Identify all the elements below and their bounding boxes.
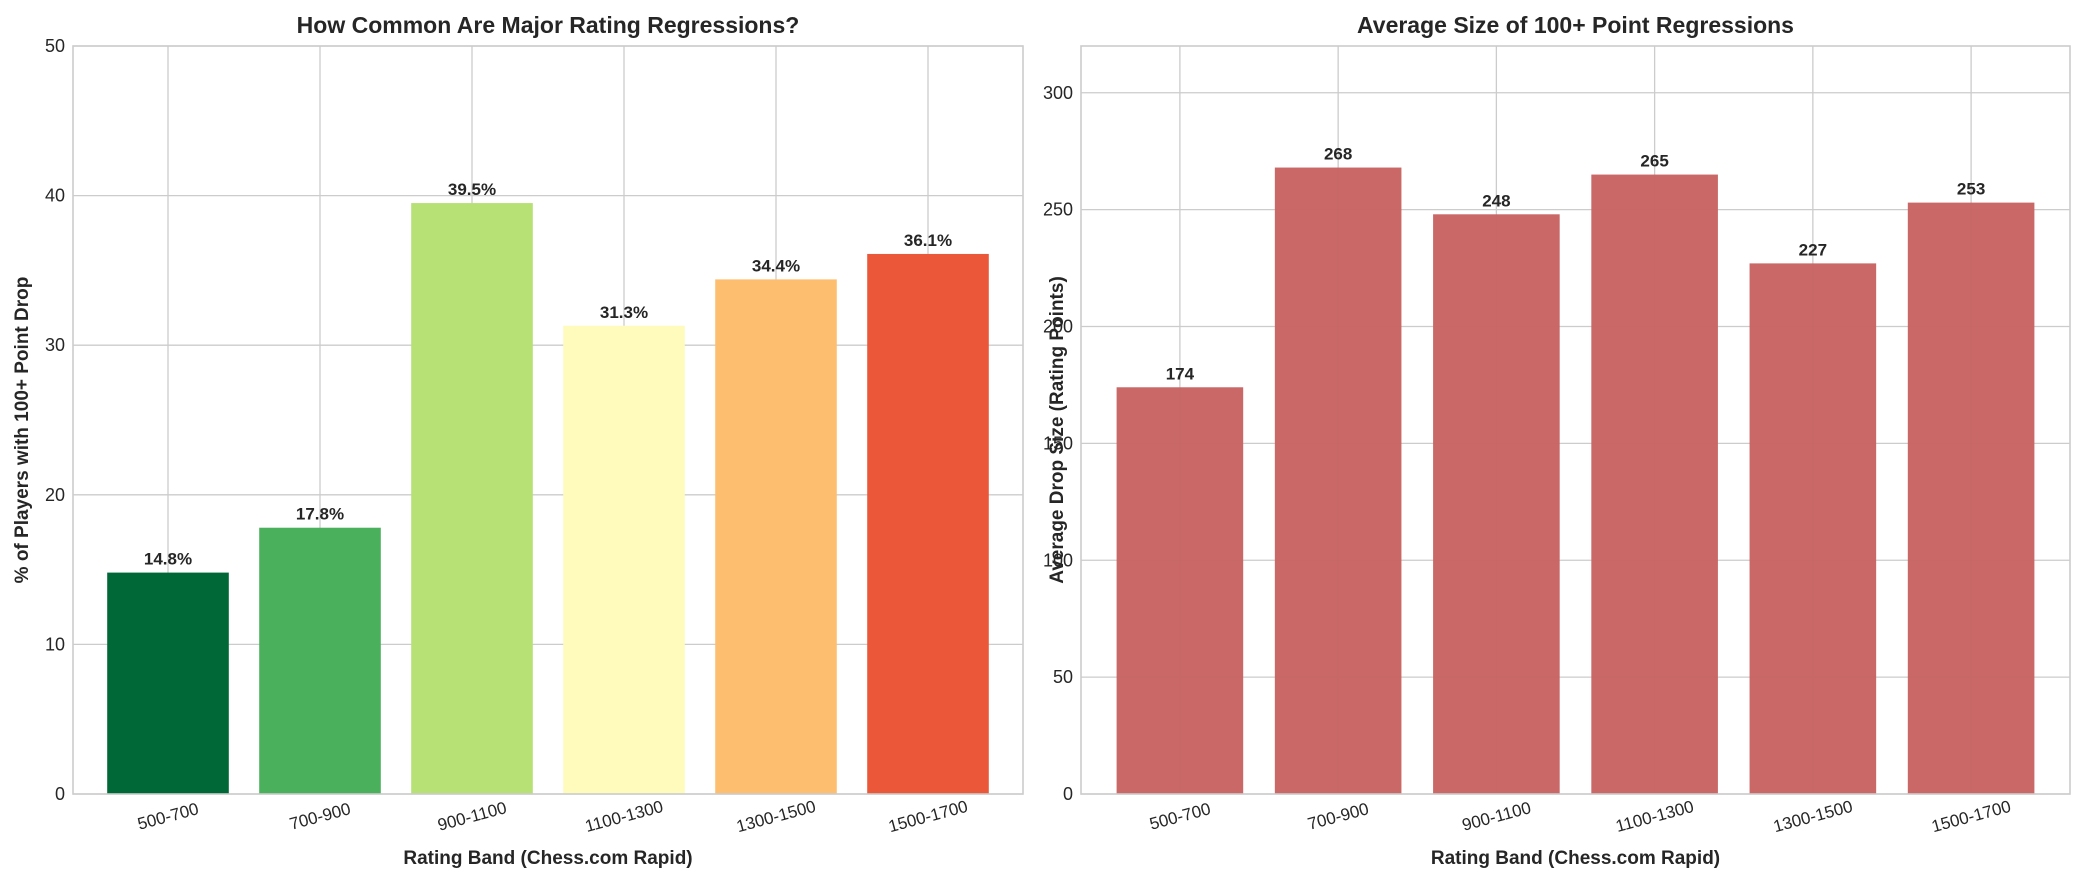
bar-500-700 — [1116, 387, 1244, 794]
bar-1500-1700 — [867, 253, 989, 795]
plot-frame — [1080, 45, 2071, 795]
y-axis-label: % of Players with 100+ Point Drop — [12, 277, 33, 584]
x-tick-label: 900-1100 — [1460, 798, 1533, 835]
bar-value-label: 253 — [1957, 180, 1985, 199]
bar-value-label: 265 — [1640, 152, 1668, 171]
bar-value-label: 14.8% — [144, 550, 192, 569]
y-tick-label: 200 — [1043, 317, 1073, 337]
x-tick-label: 500-700 — [1147, 799, 1212, 834]
y-tick-label: 0 — [55, 784, 65, 804]
bar-1100-1300 — [1591, 174, 1718, 794]
x-tick-label: 1100-1300 — [1614, 797, 1696, 836]
y-axis-label: Average Drop Size (Rating Points) — [1047, 276, 1068, 584]
x-tick-label: 1500-1700 — [886, 797, 969, 836]
x-axis-label: Rating Band (Chess.com Rapid) — [1431, 848, 1720, 869]
chart-title: How Common Are Major Rating Regressions? — [297, 12, 800, 38]
bar-value-label: 227 — [1799, 240, 1827, 259]
y-tick-label: 40 — [45, 186, 65, 206]
x-tick-label: 1300-1500 — [1771, 797, 1854, 836]
bar-value-label: 31.3% — [600, 303, 648, 322]
y-tick-label: 0 — [1063, 784, 1073, 804]
bar-1300-1500 — [715, 279, 837, 795]
y-tick-label: 50 — [45, 36, 65, 56]
bar-500-700 — [107, 572, 229, 794]
x-tick-label: 700-900 — [288, 799, 353, 834]
chart-percent-players-drop: 0 10 20 30 40 50 14.8% 500-700 17.8% 700-900 39.5%… — [12, 12, 1024, 869]
y-tick-label: 10 — [45, 634, 65, 654]
bar-700-900 — [1274, 167, 1402, 795]
x-tick-label: 1500-1700 — [1929, 797, 2012, 836]
plot-frame — [72, 45, 1024, 795]
bar-1500-1700 — [1907, 202, 2035, 795]
x-tick-label: 1300-1500 — [734, 797, 817, 836]
bar-value-label: 268 — [1324, 145, 1352, 164]
chart-average-drop-size: 0 50 100 150 200 250 300 174 500-700 268 700-900 24… — [1043, 12, 2071, 869]
bar-value-label: 39.5% — [448, 180, 496, 199]
y-tick-label: 250 — [1043, 200, 1073, 220]
x-axis-label: Rating Band (Chess.com Rapid) — [403, 848, 692, 869]
x-tick-label: 700-900 — [1306, 799, 1371, 834]
bar-900-1100 — [1433, 214, 1560, 795]
x-tick-label: 1100-1300 — [583, 797, 665, 836]
y-tick-label: 100 — [1043, 550, 1073, 570]
x-tick-label: 500-700 — [136, 799, 201, 834]
y-tick-label: 50 — [1053, 667, 1073, 687]
chart-title: Average Size of 100+ Point Regressions — [1357, 12, 1794, 38]
bar-value-label: 17.8% — [296, 505, 344, 524]
bar-value-label: 36.1% — [904, 231, 952, 250]
bar-value-label: 174 — [1166, 364, 1195, 383]
bar-700-900 — [259, 527, 381, 794]
y-tick-label: 30 — [45, 335, 65, 355]
y-tick-label: 150 — [1043, 433, 1073, 453]
bar-value-label: 34.4% — [752, 256, 800, 275]
y-tick-label: 20 — [45, 485, 65, 505]
bar-1100-1300 — [563, 325, 685, 794]
bar-value-label: 248 — [1482, 191, 1510, 210]
y-tick-label: 300 — [1043, 83, 1073, 103]
x-tick-label: 900-1100 — [436, 798, 509, 835]
bar-1300-1500 — [1749, 263, 1877, 794]
bar-900-1100 — [411, 203, 533, 794]
